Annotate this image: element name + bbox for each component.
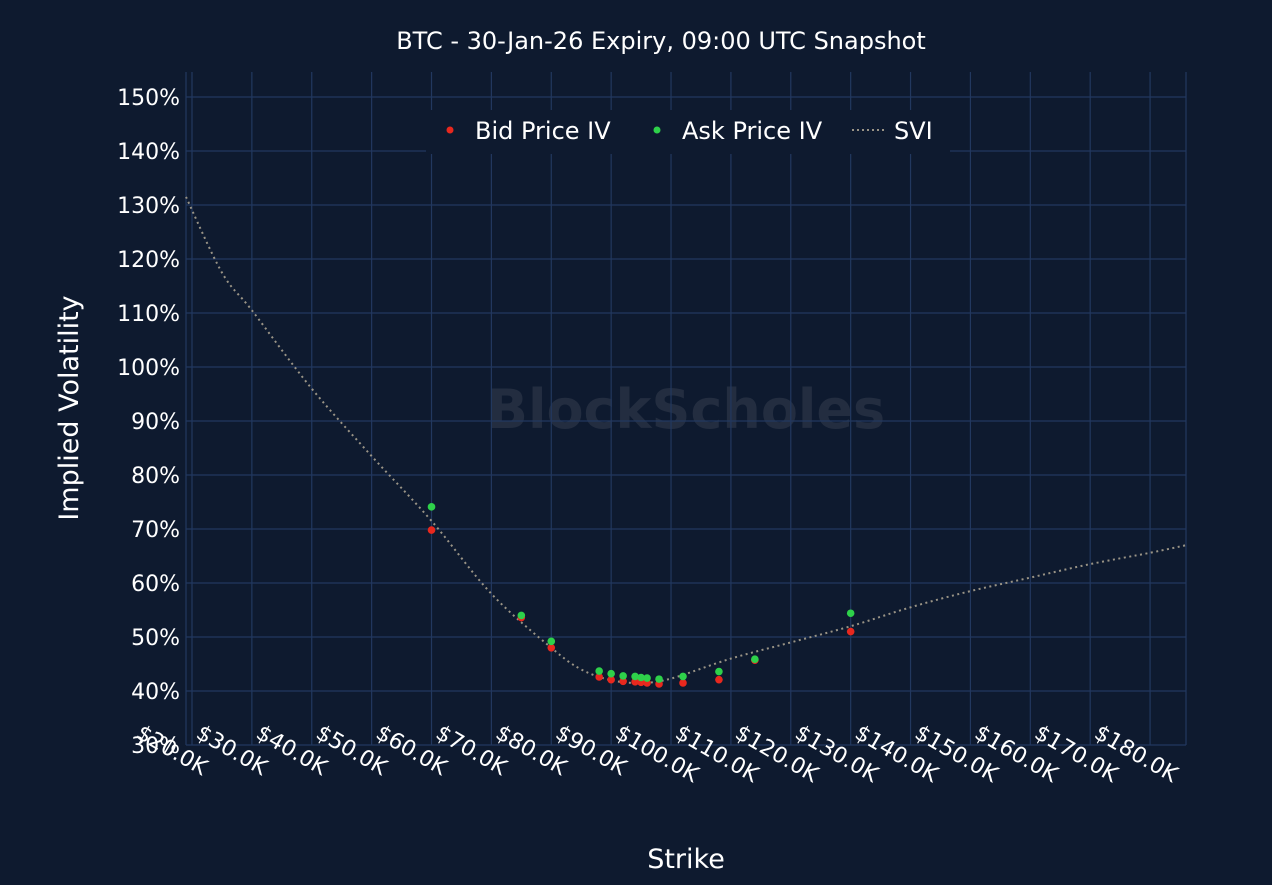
bid-iv-point <box>547 644 556 652</box>
y-tick-label: 130% <box>117 194 180 219</box>
ask-iv-point <box>846 609 855 618</box>
y-tick-label: 30% <box>131 734 180 759</box>
ask-iv-point <box>679 672 687 681</box>
gridlines <box>185 72 1187 746</box>
ask-iv-point <box>643 674 651 682</box>
y-axis-label: Implied Volatility <box>54 295 85 520</box>
watermark: BlockScholes <box>487 378 885 441</box>
ask-iv-point <box>547 637 556 646</box>
legend-marker-bid <box>446 126 454 134</box>
bid-iv-point <box>846 627 855 636</box>
y-tick-label: 110% <box>117 302 180 327</box>
legend-background <box>426 110 950 154</box>
chart-title: BTC - 30-Jan-26 Expiry, 09:00 UTC Snapsh… <box>396 27 926 55</box>
bid-iv-point <box>679 679 687 687</box>
y-tick-label: 50% <box>131 626 180 651</box>
bid-iv-point <box>715 675 723 684</box>
ask-iv-point <box>655 675 663 683</box>
ask-iv-point <box>595 667 603 675</box>
x-axis-label: Strike <box>647 844 725 875</box>
bid-iv-point <box>427 526 436 534</box>
y-tick-label: 70% <box>131 518 180 543</box>
ask-iv-point <box>715 667 723 676</box>
bid-iv-point <box>631 678 639 686</box>
legend: Bid Price IV Ask Price IV SVI <box>426 110 950 154</box>
y-tick-label: 40% <box>131 680 180 705</box>
y-tick-label: 90% <box>131 410 180 435</box>
bid-iv-point <box>619 677 627 686</box>
y-tick-label: 100% <box>117 356 180 381</box>
ask-iv-point <box>619 672 627 680</box>
bid-iv-point <box>607 675 615 684</box>
ask-iv-point <box>607 669 615 678</box>
bid-iv-point <box>595 673 603 681</box>
legend-label-bid: Bid Price IV <box>475 117 611 145</box>
y-tick-labels: 30% 40% 50% 60% 70% 80% 90% 100% 110% 120% 130% 140… <box>117 86 180 759</box>
ask-iv-point <box>517 611 526 620</box>
y-tick-label: 60% <box>131 572 180 597</box>
ask-iv-point <box>637 673 645 682</box>
legend-marker-ask <box>653 126 661 134</box>
y-tick-label: 80% <box>131 464 180 489</box>
ask-iv-point <box>751 655 759 663</box>
data-points <box>427 503 855 688</box>
y-tick-label: 140% <box>117 140 180 165</box>
legend-label-ask: Ask Price IV <box>682 117 823 145</box>
y-tick-label: 150% <box>117 86 180 111</box>
x-tick-labels: $20.0K$30.0K$40.0K$50.0K$60.0K$70.0K$80.… <box>132 721 1182 789</box>
ask-iv-point <box>427 503 436 511</box>
y-tick-label: 120% <box>117 248 180 273</box>
legend-label-svi: SVI <box>894 117 933 145</box>
ask-iv-point <box>631 672 639 681</box>
